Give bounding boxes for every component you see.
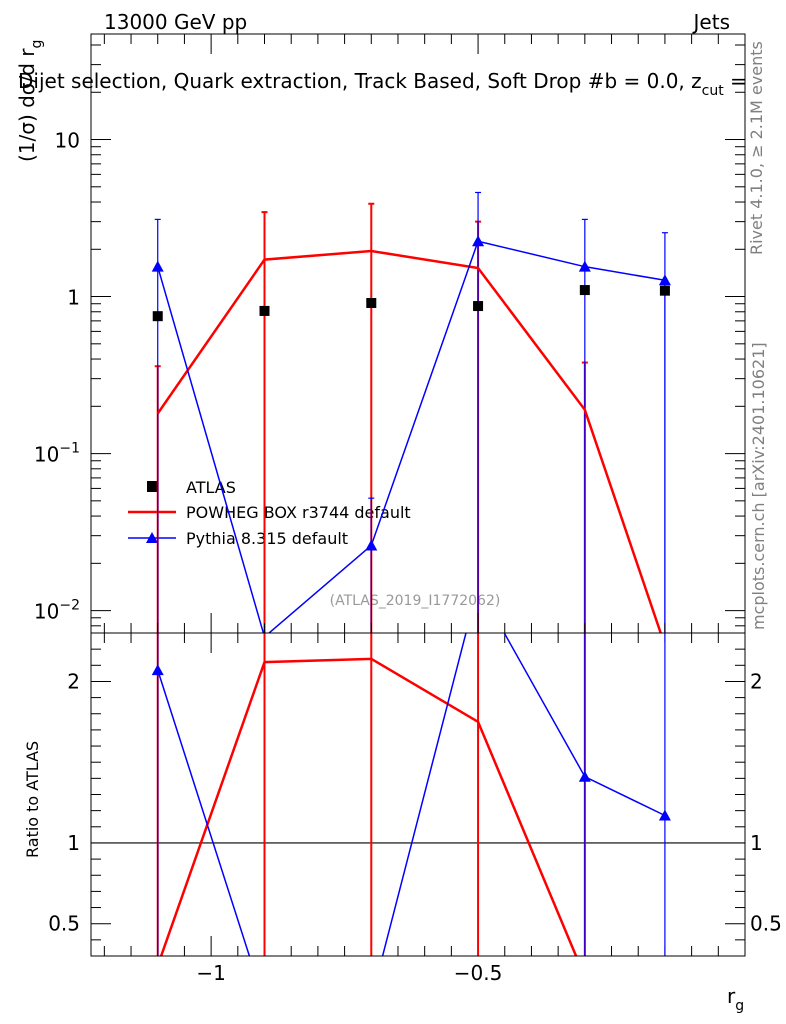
pythia-ratio-line [157,633,666,956]
plot-subtitle-tail: = [724,69,747,93]
pythia-line [157,240,666,633]
mcplots-label: mcplots.cern.ch [arXiv:2401.10621] [749,342,768,630]
process-label: Jets [692,10,730,34]
powheg-ratio-line [159,657,578,956]
legend-pythia-label: Pythia 8.315 default [186,529,348,548]
analysis-watermark: (ATLAS_2019_I1772062) [330,593,501,609]
x-axis-label: rg [727,984,744,1014]
x-tick-label: −1 [196,961,225,985]
pythia-ratio-point [578,770,591,782]
ratio-y-tick-label-right: 1 [750,831,763,855]
atlas-point [473,301,484,312]
main-y-tick-label-exp: −1 [59,441,80,457]
legend-atlas-label: ATLAS [186,478,236,497]
main-y-tick-label: 1 [67,286,80,310]
main-panel-marks [151,191,671,633]
pythia-point [472,235,485,247]
atlas-point [259,305,270,316]
pythia-ratio-point [658,809,671,821]
x-axis-label-sub: g [735,998,744,1014]
x-tick-label: −0.5 [454,961,503,985]
pythia-point [365,539,378,551]
pythia-ratio-point [151,664,164,676]
plot-subtitle-main: Dijet selection, Quark extraction, Track… [18,69,702,93]
main-y-tick-label: 10−2 [34,598,80,624]
main-y-axis-label-text: (1/σ) dσ/d r [15,48,39,162]
main-y-tick-label-base: 10 [55,129,80,153]
atlas-point [579,285,590,296]
legend-pythia-marker [146,532,158,543]
rivet-version-label: Rivet 4.1.0, ≥ 2.1M events [747,41,766,255]
powheg-line [156,249,663,633]
plot-subtitle: Dijet selection, Quark extraction, Track… [18,69,747,99]
pythia-point [658,274,671,286]
main-y-tick-label-base: 1 [67,286,80,310]
main-y-axis-label-sub: g [29,40,45,49]
beam-label: 13000 GeV pp [104,10,247,34]
main-y-tick-label: 10−1 [34,441,80,467]
legend-powheg-label: POWHEG BOX r3744 default [186,503,411,522]
pythia-point [151,260,164,272]
ratio-y-tick-label-left: 1 [67,831,80,855]
main-y-axis-label: (1/σ) dσ/d rg [15,40,45,162]
main-y-tick-label: 10 [55,129,80,153]
legend-atlas-marker [147,481,158,492]
pythia-point [578,260,591,272]
main-y-tick-label-exp: −2 [59,598,80,614]
ratio-y-tick-label-right: 2 [750,669,763,693]
ratio-y-tick-label-left: 0.5 [48,912,80,936]
legend: ATLAS POWHEG BOX r3744 default Pythia 8.… [128,478,411,548]
plot-subtitle-sub: cut [702,83,725,99]
atlas-point [366,297,377,308]
atlas-point [152,311,163,322]
ratio-y-tick-label-right: 0.5 [750,912,782,936]
ratio-y-axis-label: Ratio to ATLAS [23,741,42,858]
ratio-panel-marks [91,633,745,956]
ratio-y-tick-label-left: 2 [67,669,80,693]
x-axis-label-text: r [727,984,736,1008]
main-y-tick-label-base: 10 [34,443,59,467]
main-y-tick-label-base: 10 [34,600,59,624]
atlas-point [659,285,670,296]
